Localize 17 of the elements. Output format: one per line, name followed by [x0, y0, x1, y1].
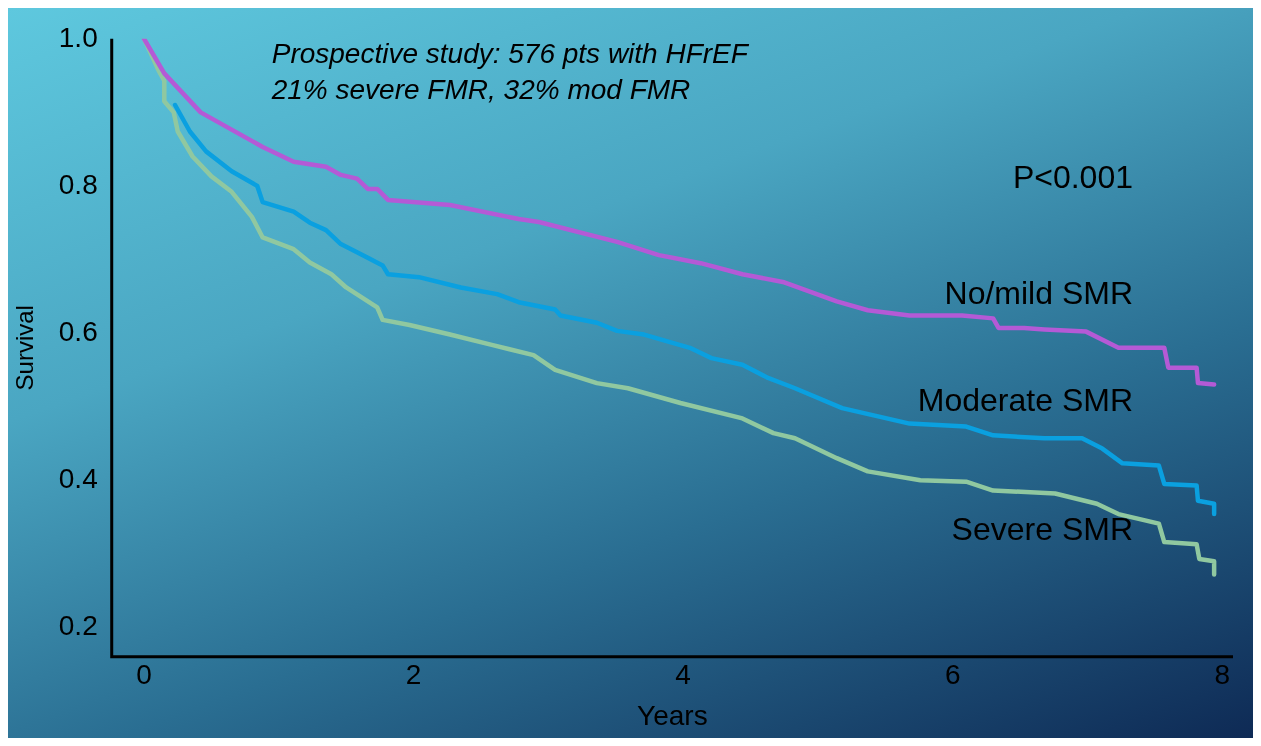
x-tick-label: 4: [675, 659, 691, 691]
y-tick-label: 0.8: [58, 168, 98, 200]
x-axis-title: Years: [637, 699, 708, 731]
series-label: No/mild SMR: [944, 275, 1133, 312]
x-tick-label: 0: [136, 659, 152, 691]
annotation: P<0.001: [1012, 158, 1133, 195]
x-tick-label: 8: [1214, 659, 1231, 691]
y-tick-label: 0.6: [58, 315, 98, 347]
y-axis-title: Survival: [11, 305, 39, 391]
series-label: Severe SMR: [951, 511, 1133, 548]
y-tick-label: 1.0: [58, 21, 98, 53]
series-label: Moderate SMR: [917, 382, 1133, 419]
x-tick-label: 2: [405, 659, 422, 691]
x-tick-label: 6: [944, 659, 961, 691]
y-tick-label: 0.4: [58, 462, 98, 494]
y-tick-label: 0.2: [58, 610, 98, 642]
annotation: Prospective study: 576 pts with HFrEF 21% severe FMR, 32% mod FMR: [270, 37, 750, 105]
